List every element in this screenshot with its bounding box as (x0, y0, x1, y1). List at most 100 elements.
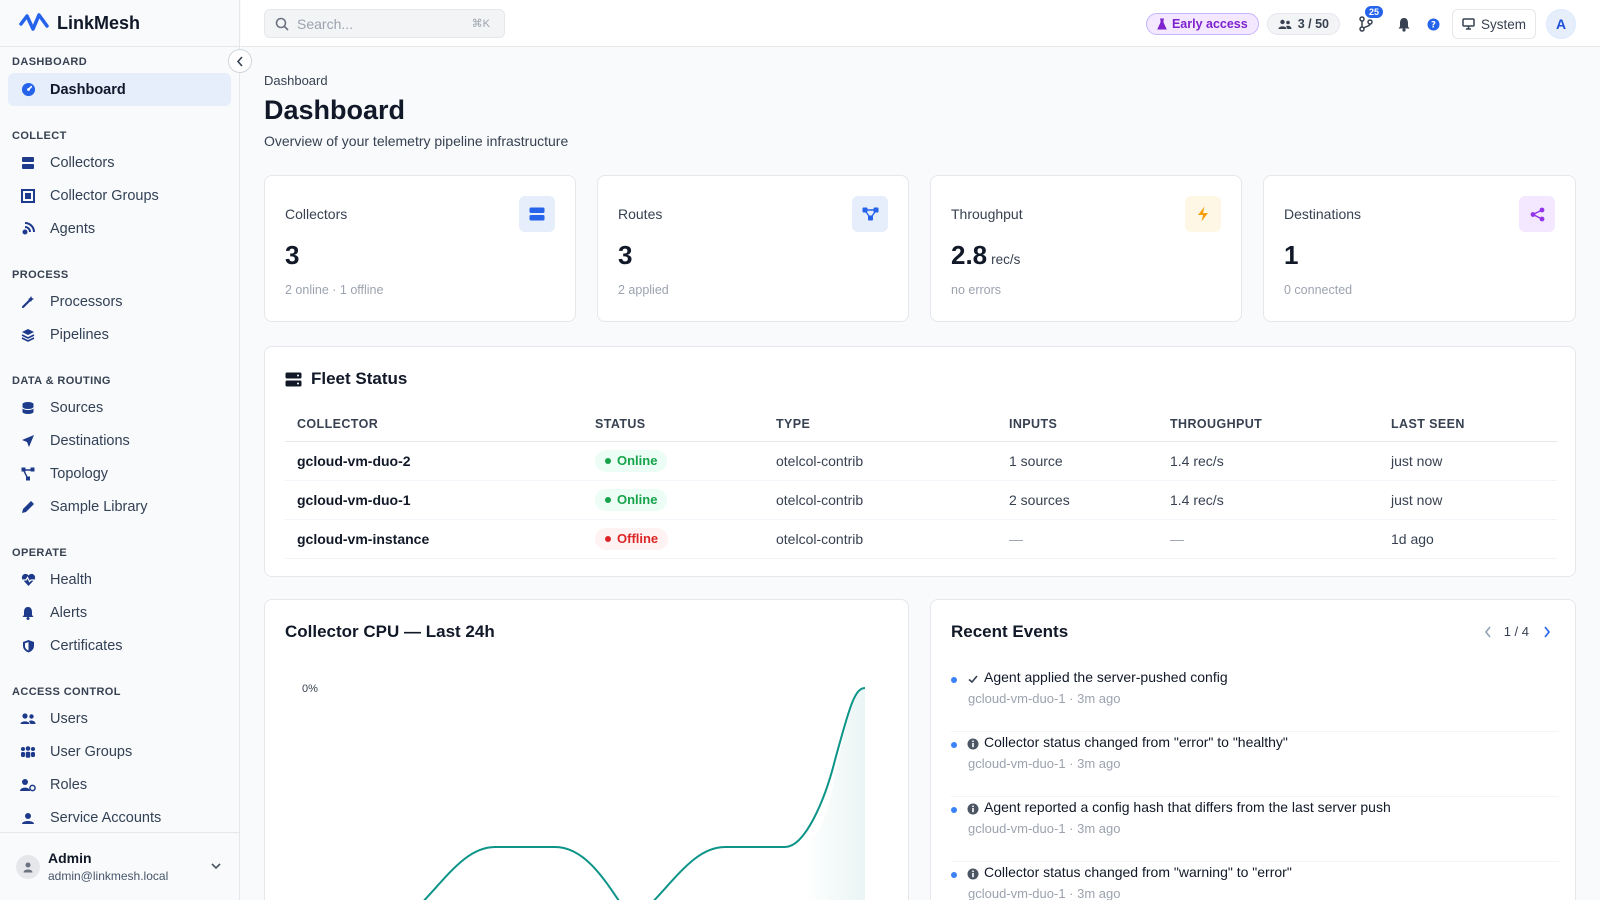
early-access-badge[interactable]: Early access (1145, 13, 1259, 35)
sidebar-item-label: Destinations (50, 432, 130, 449)
linkmesh-logo-icon (19, 13, 49, 31)
sidebar-item-health[interactable]: Health (8, 563, 231, 596)
info-icon (967, 868, 979, 880)
sidebar-item-label: Service Accounts (50, 809, 162, 826)
page-subtitle: Overview of your telemetry pipeline infr… (264, 133, 569, 149)
help-icon: ? (1427, 18, 1440, 30)
search-box[interactable]: ⌘K (264, 9, 505, 38)
brand[interactable]: LinkMesh (0, 0, 239, 47)
account-avatar-button[interactable]: A (1546, 9, 1576, 39)
users-count-badge[interactable]: 3 / 50 (1266, 13, 1340, 35)
pen-icon (20, 499, 36, 515)
svg-text:?: ? (1432, 20, 1437, 30)
list-item[interactable]: Collector status changed from "warning" … (951, 863, 1559, 900)
stat-icon-box (1185, 196, 1221, 232)
theme-system-button[interactable]: System (1451, 9, 1536, 39)
cell-status: Offline (583, 519, 764, 559)
column-header-last-seen[interactable]: LAST SEEN (1379, 407, 1557, 442)
stat-card-collectors[interactable]: Collectors 3 2 online · 1 offline (264, 175, 576, 322)
sidebar-item-alerts[interactable]: Alerts (8, 596, 231, 629)
chevron-right-icon[interactable] (1543, 626, 1551, 638)
routes-icon (862, 207, 878, 221)
cpu-chart: 0% (302, 683, 866, 900)
status-dot (605, 496, 611, 503)
table-row[interactable]: gcloud-vm-duo-1 Online otelcol-contrib 2… (285, 480, 1557, 520)
notifications-button[interactable] (1394, 13, 1414, 35)
event-meta: gcloud-vm-duo-1 · 3m ago (968, 886, 1121, 900)
pull-requests-button[interactable]: 25 (1356, 6, 1383, 35)
sidebar-item-service-accounts[interactable]: Service Accounts (8, 801, 231, 832)
event-meta: gcloud-vm-duo-1 · 3m ago (968, 821, 1121, 836)
stat-label: Throughput (951, 206, 1023, 222)
sidebar-item-dashboard[interactable]: Dashboard (8, 73, 231, 106)
cell-last-seen: just now (1379, 441, 1557, 481)
stat-subtext: no errors (951, 283, 1002, 297)
sidebar-item-topology[interactable]: Topology (8, 457, 231, 490)
sidebar-item-users[interactable]: Users (8, 702, 231, 735)
cell-collector[interactable]: gcloud-vm-duo-1 (285, 480, 583, 520)
cell-last-seen: just now (1379, 480, 1557, 520)
sidebar-item-roles[interactable]: Roles (8, 768, 231, 801)
stat-subtext: 2 online · 1 offline (285, 283, 384, 297)
sidebar-item-label: Topology (50, 465, 109, 482)
stat-card-routes[interactable]: Routes 3 2 applied (597, 175, 909, 322)
roles-icon (20, 777, 36, 793)
stat-card-throughput[interactable]: Throughput 2.8 rec/s no errors (930, 175, 1242, 322)
list-item[interactable]: Collector status changed from "error" to… (951, 733, 1559, 797)
table-row[interactable]: gcloud-vm-instance Offline otelcol-contr… (285, 519, 1557, 559)
chevron-left-icon[interactable] (1484, 626, 1492, 638)
column-header-inputs[interactable]: INPUTS (997, 407, 1158, 442)
search-input[interactable] (297, 15, 457, 32)
section-title-access-control: ACCESS CONTROL (12, 686, 121, 698)
cell-collector[interactable]: gcloud-vm-instance (285, 519, 583, 559)
sidebar-item-certificates[interactable]: Certificates (8, 629, 231, 662)
users-count-label: 3 / 50 (1297, 17, 1329, 31)
chevron-down-icon[interactable] (211, 863, 221, 870)
list-item[interactable]: Agent applied the server-pushed config g… (951, 668, 1559, 732)
cell-collector[interactable]: gcloud-vm-duo-2 (285, 441, 583, 481)
breadcrumb[interactable]: Dashboard (264, 73, 328, 88)
sidebar-item-processors[interactable]: Processors (8, 285, 231, 318)
list-item[interactable]: Agent reported a config hash that differ… (951, 798, 1559, 862)
status-text: Offline (617, 531, 659, 546)
processors-icon (20, 294, 36, 310)
event-text: Agent reported a config hash that differ… (984, 799, 1391, 815)
sidebar-item-collector-groups[interactable]: Collector Groups (8, 179, 231, 212)
column-header-throughput[interactable]: THROUGHPUT (1158, 407, 1379, 442)
cell-inputs: 2 sources (997, 480, 1158, 520)
collapse-sidebar-button[interactable] (228, 49, 252, 73)
sidebar-item-pipelines[interactable]: Pipelines (8, 318, 231, 351)
event-dot (951, 807, 957, 813)
sidebar-item-label: Alerts (50, 604, 88, 621)
heart-pulse-icon (20, 572, 36, 588)
column-header-collector[interactable]: COLLECTOR (285, 407, 583, 442)
early-access-label: Early access (1171, 17, 1248, 31)
stat-value-number: 1 (1284, 240, 1299, 270)
help-button[interactable]: ? (1424, 13, 1444, 35)
column-header-status[interactable]: STATUS (583, 407, 764, 442)
status-text: Online (617, 453, 658, 468)
sidebar-item-label: Health (50, 571, 92, 588)
sidebar-item-sample-library[interactable]: Sample Library (8, 490, 231, 523)
status-badge: Online (595, 449, 668, 472)
table-header-row: COLLECTOR STATUS TYPE INPUTS THROUGHPUT … (285, 407, 1557, 442)
sidebar-item-sources[interactable]: Sources (8, 391, 231, 424)
sidebar-item-destinations[interactable]: Destinations (8, 424, 231, 457)
cell-status: Online (583, 441, 764, 481)
stat-card-destinations[interactable]: Destinations 1 0 connected (1263, 175, 1576, 322)
column-header-type[interactable]: TYPE (764, 407, 997, 442)
sidebar-item-collectors[interactable]: Collectors (8, 146, 231, 179)
status-badge: Online (595, 488, 668, 511)
status-text: Online (617, 492, 658, 507)
search-shortcut: ⌘K (471, 18, 490, 30)
bell-icon (20, 605, 36, 621)
table-row[interactable]: gcloud-vm-duo-2 Online otelcol-contrib 1… (285, 441, 1557, 481)
check-icon (968, 675, 978, 684)
database-icon (20, 400, 36, 416)
event-dot (951, 872, 957, 878)
sidebar-item-label: Sources (50, 399, 104, 416)
sidebar-item-agents[interactable]: Agents (8, 212, 231, 245)
stat-value: 2.8 rec/s (951, 240, 1020, 271)
user-menu[interactable]: Admin admin@linkmesh.local (0, 832, 239, 900)
sidebar-item-user-groups[interactable]: User Groups (8, 735, 231, 768)
